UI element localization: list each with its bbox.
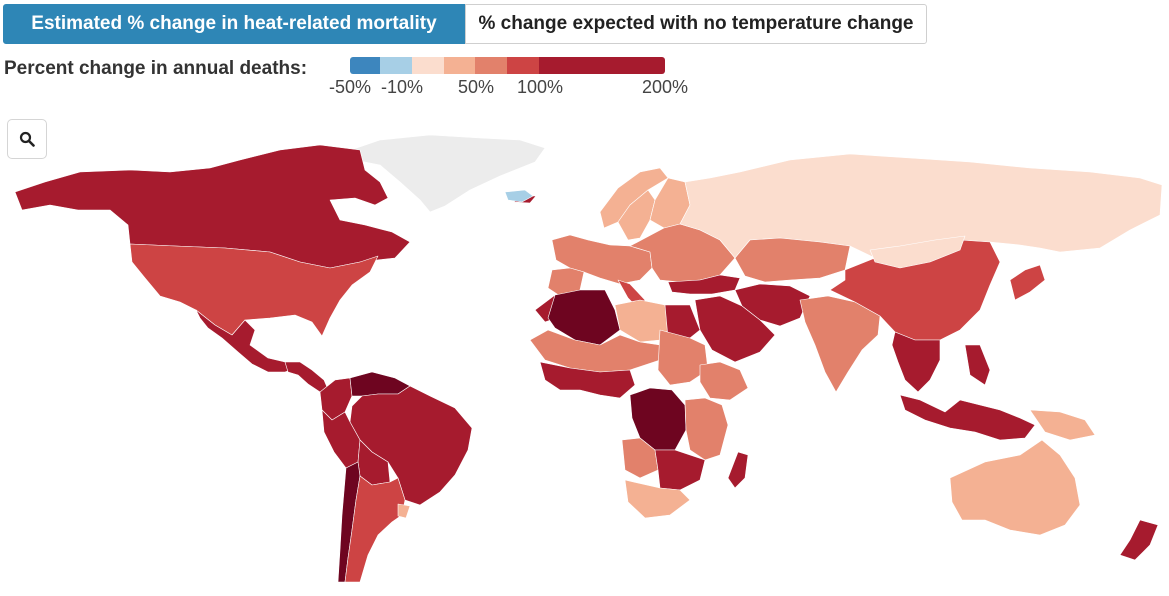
legend-bin: [444, 57, 475, 74]
legend-tick: 100%: [516, 77, 564, 97]
search-icon: [19, 131, 35, 147]
region-ethiopia[interactable]: [699, 361, 749, 401]
legend-bin: [412, 57, 444, 74]
region-south-africa[interactable]: [624, 479, 691, 519]
legend-bin: [350, 57, 380, 74]
region-new-zealand[interactable]: [1119, 519, 1159, 561]
region-sudan[interactable]: [657, 329, 709, 386]
region-papua-new-guinea[interactable]: [1029, 409, 1096, 441]
region-southern-africa[interactable]: [654, 449, 706, 491]
region-greenland[interactable]: [344, 134, 546, 213]
region-east-africa[interactable]: [684, 397, 729, 461]
region-japan[interactable]: [1009, 264, 1046, 301]
region-indonesia[interactable]: [899, 394, 1036, 441]
region-southeast-asia[interactable]: [891, 331, 941, 393]
region-algeria[interactable]: [547, 289, 621, 346]
region-saudi-arabia[interactable]: [694, 295, 776, 363]
region-canada[interactable]: [14, 144, 411, 269]
world-map: [14, 134, 1163, 583]
region-dr-congo[interactable]: [629, 387, 687, 451]
tab-no-temperature-change[interactable]: % change expected with no temperature ch…: [465, 4, 927, 44]
legend-color-scale: [350, 57, 665, 74]
legend-bin: [475, 57, 507, 74]
region-india[interactable]: [799, 295, 881, 393]
region-united-states[interactable]: [129, 243, 379, 337]
view-tabs: Estimated % change in heat-related morta…: [3, 4, 927, 44]
tab-heat-related-mortality[interactable]: Estimated % change in heat-related morta…: [3, 4, 465, 44]
legend-tick: -50%: [328, 77, 372, 97]
region-uruguay[interactable]: [397, 503, 411, 519]
legend-tick: 50%: [457, 77, 495, 97]
region-madagascar[interactable]: [727, 451, 749, 489]
region-argentina[interactable]: [344, 475, 406, 583]
region-philippines[interactable]: [964, 344, 991, 386]
region-kazakhstan[interactable]: [734, 237, 851, 283]
legend-bin: [539, 57, 665, 74]
region-mongolia[interactable]: [869, 235, 966, 269]
legend-tick: 200%: [641, 77, 689, 97]
legend-tick: -10%: [380, 77, 424, 97]
zoom-button[interactable]: [7, 119, 47, 159]
region-west-africa[interactable]: [539, 361, 636, 399]
region-australia[interactable]: [949, 439, 1081, 536]
legend-title: Percent change in annual deaths:: [4, 58, 308, 79]
region-norway[interactable]: [599, 167, 669, 229]
region-iceland[interactable]: [504, 189, 534, 203]
legend-bin: [380, 57, 412, 74]
legend-bin: [507, 57, 539, 74]
